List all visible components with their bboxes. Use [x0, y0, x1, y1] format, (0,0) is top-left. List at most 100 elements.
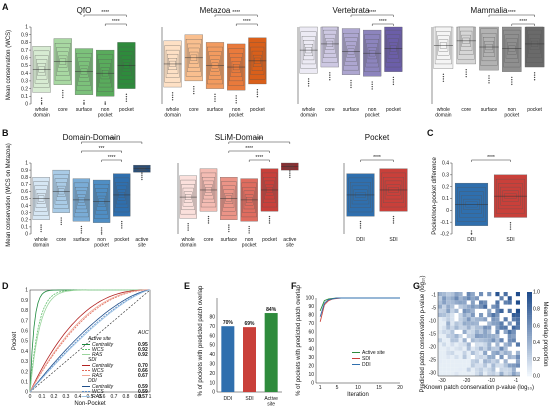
x-tick-label: pocket — [262, 237, 277, 243]
x-tick-label: surface — [343, 107, 360, 113]
heatmap-cell — [511, 355, 516, 360]
legend-group-title: Active site — [87, 336, 111, 342]
heatmap-cell — [462, 342, 467, 347]
x-tick-label: whole domain — [164, 107, 181, 119]
y-tick-label: 0.1 — [21, 94, 28, 100]
significance-label: **** — [379, 19, 387, 25]
x-tick-label: pocket — [119, 107, 134, 113]
x-tick-label: 0 — [29, 394, 32, 400]
heatmap-cell — [458, 371, 463, 376]
heatmap-cell — [491, 367, 496, 372]
significance-label: **** — [243, 19, 251, 25]
x-tick-label: 0.3 — [63, 394, 70, 400]
heatmap-cell — [515, 325, 520, 330]
heatmap-cell — [466, 304, 471, 309]
heatmap-cell — [483, 367, 488, 372]
heatmap-cell — [438, 334, 443, 339]
outlier-point — [392, 79, 395, 81]
outlier-point — [350, 84, 352, 86]
heatmap-cell — [470, 321, 475, 326]
boxen-group: surface — [205, 42, 225, 113]
outlier-point — [392, 76, 395, 79]
heatmap-cell — [487, 359, 492, 364]
heatmap-cell — [515, 363, 520, 368]
heatmap-cell — [446, 363, 451, 368]
y-tick-label: 0 — [25, 390, 28, 396]
heatmap-cell — [438, 355, 443, 360]
outlier-point — [268, 218, 271, 220]
panel-a-y-label: Mean conservation (WCS) — [6, 30, 12, 100]
x-tick-label: 0.5 — [87, 394, 94, 400]
colorbar-step — [527, 361, 532, 364]
heatmap-cell — [446, 292, 451, 297]
heatmap-cell — [462, 317, 467, 322]
heatmap-cell — [470, 359, 475, 364]
outlier-point — [470, 233, 473, 235]
heatmap-cell — [462, 346, 467, 351]
y-tick-label: 0.9 — [21, 32, 28, 38]
boxen-group: pocket — [117, 42, 136, 113]
significance-bracket — [101, 159, 122, 162]
heatmap-cell — [487, 338, 492, 343]
x-tick-label: 5 — [336, 385, 339, 391]
outlier-point — [141, 176, 143, 179]
roc-curve — [29, 289, 150, 393]
boxen-a4: Mammalia whole domain core surface non pocket p… — [431, 6, 545, 119]
x-tick-label: non pocket — [229, 107, 244, 119]
heatmap-cell — [474, 325, 479, 330]
heatmap-cell — [491, 350, 496, 355]
y-tick-label: -25 — [429, 358, 436, 364]
heatmap-cell — [470, 329, 475, 334]
boxen-b1: Domain-Domain 00.10.2 0.30.40.50.60.70.80.… — [21, 133, 151, 249]
heatmap-cell — [507, 321, 512, 326]
heatmap-cell — [458, 334, 463, 339]
x-axis-label: Known patch conservation p-value (log₁₀) — [424, 385, 534, 391]
legend-label: WCS — [92, 389, 104, 395]
outlier-point — [289, 172, 291, 174]
x-tick-label: 1 — [149, 394, 152, 400]
boxen-group: core — [199, 168, 218, 243]
x-tick-label: 15 — [376, 385, 382, 391]
heatmap-cell — [474, 304, 479, 309]
x-tick-label: pocket — [250, 107, 265, 113]
x-tick-label: active site — [135, 237, 148, 249]
heatmap-cell — [438, 367, 443, 372]
y-tick-label: -0.2 — [440, 232, 449, 238]
boxen-group: surface — [479, 26, 499, 113]
outlier-point — [268, 222, 271, 224]
colorbar-step — [527, 352, 532, 356]
outlier-point — [509, 224, 512, 226]
heatmap-cell — [511, 367, 516, 372]
heatmap-cell — [511, 317, 516, 322]
heatmap-cell — [499, 296, 504, 301]
boxen-group: core — [320, 26, 339, 113]
outlier-point — [104, 101, 106, 103]
boxen-group: non pocket — [502, 26, 522, 119]
y-axis-label: % of pockets with predicted patch overla… — [198, 285, 204, 396]
boxen-group: surface — [220, 177, 238, 243]
legend-label: WCS — [92, 368, 104, 374]
colorbar-tick-label: 1.0 — [533, 290, 540, 296]
heatmap-cell — [458, 338, 463, 343]
boxen-group: pocket — [260, 168, 279, 243]
x-tick-label: core — [58, 107, 68, 113]
heatmap-cell — [442, 300, 447, 305]
boxen-group: whole domain — [299, 26, 318, 119]
heatmap-cell — [438, 317, 443, 322]
colorbar-step — [527, 317, 532, 320]
heatmap-cell — [446, 313, 451, 318]
heatmap-cell — [442, 296, 447, 301]
heatmap-cell — [454, 371, 459, 376]
y-tick-label: -20 — [429, 345, 436, 351]
colorbar-step — [527, 296, 532, 299]
heatmap-cell — [446, 321, 451, 326]
heatmap-cell — [454, 350, 459, 355]
legend-label: Centrality — [92, 342, 114, 348]
heatmap-cell — [499, 350, 504, 355]
heatmap-cell — [450, 296, 455, 301]
outlier-point — [329, 74, 331, 76]
outlier-point — [307, 80, 310, 82]
outlier-point — [121, 220, 123, 223]
heatmap-cell — [446, 334, 451, 339]
heatmap-cell — [438, 371, 443, 376]
